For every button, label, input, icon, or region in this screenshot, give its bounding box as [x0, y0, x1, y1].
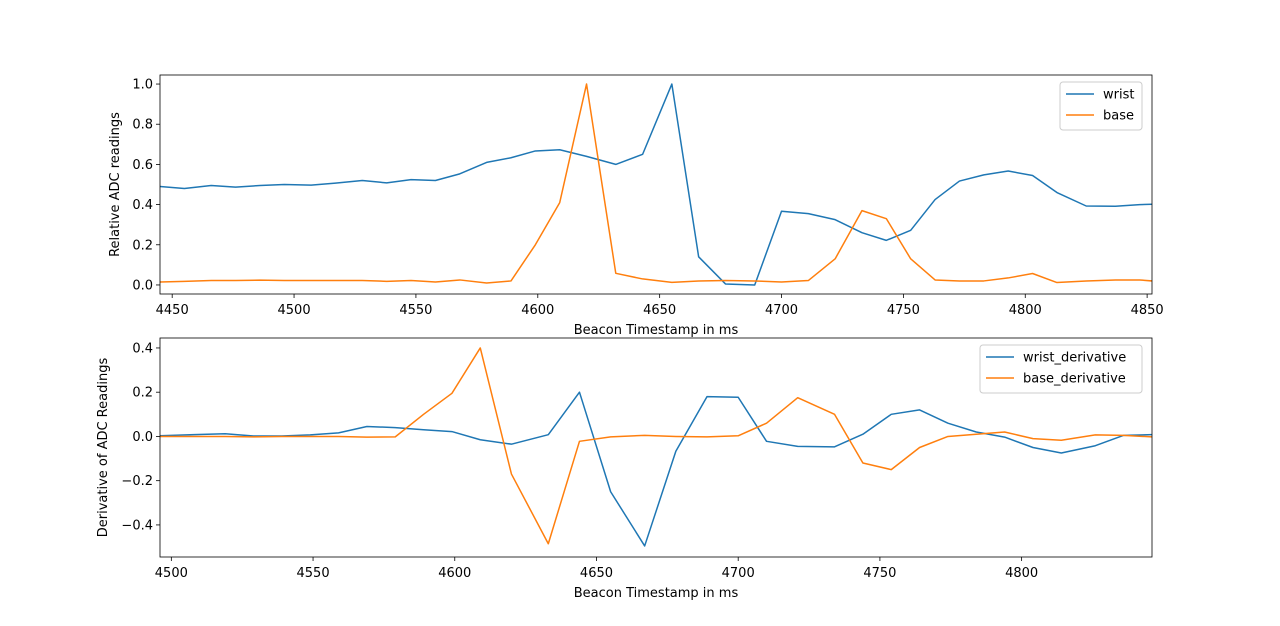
legend-label-wrist: wrist [1103, 88, 1134, 103]
y-tick-label: 0.6 [132, 158, 153, 173]
legend-label-wrist-derivative: wrist_derivative [1023, 351, 1126, 366]
x-tick-label: 4550 [399, 303, 432, 318]
y-axis-label: Derivative of ADC Readings [96, 358, 111, 538]
y-tick-label: −0.2 [121, 474, 153, 489]
x-tick-label: 4550 [297, 566, 330, 581]
legend-label-base-derivative: base_derivative [1023, 372, 1126, 387]
legend: wrist base [1059, 81, 1143, 131]
y-tick-label: −0.4 [121, 518, 153, 533]
y-tick-label: 0.2 [132, 238, 153, 253]
x-tick-label: 4750 [863, 566, 896, 581]
y-tick-label: 0.8 [132, 118, 153, 133]
y-tick-label: 0.0 [132, 278, 153, 293]
legend: wrist_derivative base_derivative [979, 344, 1143, 394]
bottom-chart: 4500 4550 4600 4650 4700 4750 4800 −0.4 −0.2 0.0 0… [96, 337, 1153, 601]
x-axis-label: Beacon Timestamp in ms [574, 586, 739, 601]
y-tick-label: 0.0 [132, 430, 153, 445]
x-tick-label: 4600 [438, 566, 471, 581]
x-tick-label: 4800 [1005, 566, 1038, 581]
x-axis-label: Beacon Timestamp in ms [574, 323, 739, 338]
x-tick-label: 4850 [1131, 303, 1164, 318]
legend-box [979, 344, 1143, 394]
x-tick-label: 4800 [1009, 303, 1042, 318]
x-tick-label: 4750 [887, 303, 920, 318]
y-axis-label: Relative ADC readings [108, 112, 123, 257]
top-chart: 4450 4500 4550 4600 4650 4700 4750 4800 4850 0.0 0… [108, 74, 1164, 338]
legend-label-base: base [1103, 109, 1134, 124]
x-tick-label: 4600 [521, 303, 554, 318]
series-line-wrist-derivative [160, 391, 1152, 547]
y-tick-label: 0.4 [132, 341, 153, 356]
x-tick-label: 4700 [722, 566, 755, 581]
x-tick-label: 4700 [765, 303, 798, 318]
x-tick-label: 4500 [278, 303, 311, 318]
x-tick-label: 4450 [156, 303, 189, 318]
series-line-base [160, 83, 1152, 284]
y-tick-label: 1.0 [132, 78, 153, 93]
plot-frame [159, 74, 1153, 295]
series-line-base-derivative [160, 347, 1152, 545]
x-tick-label: 4500 [155, 566, 188, 581]
y-tick-label: 0.2 [132, 386, 153, 401]
plot-frame [159, 337, 1153, 558]
y-tick-label: 0.4 [132, 198, 153, 213]
series-line-wrist [160, 83, 1152, 286]
x-tick-label: 4650 [580, 566, 613, 581]
x-tick-label: 4650 [643, 303, 676, 318]
